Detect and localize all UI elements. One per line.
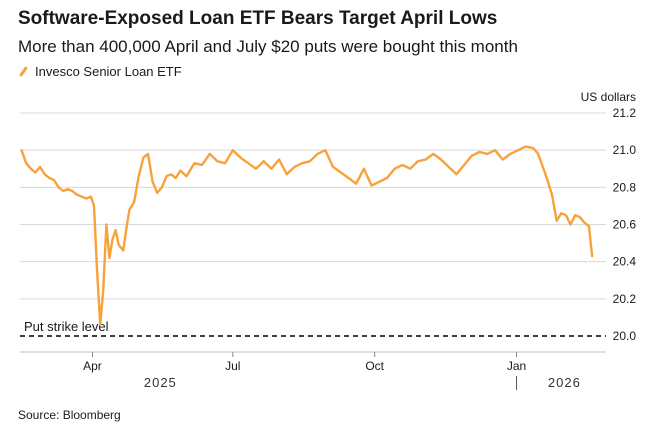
y-tick-label: 20.0	[613, 329, 637, 343]
chart-subtitle: More than 400,000 April and July $20 put…	[18, 37, 518, 56]
annotations: Put strike level	[20, 319, 606, 337]
y-tick-label: 20.6	[613, 217, 637, 231]
series-line-invesco-senior-loan-etf	[20, 145, 594, 326]
source-note: Source: Bloomberg	[18, 408, 121, 422]
gridlines	[20, 112, 606, 300]
y-tick-label: 21.2	[613, 106, 637, 120]
legend: Invesco Senior Loan ETF	[18, 64, 182, 79]
x-tick-label: Oct	[365, 359, 384, 373]
y-tick-label: 21.0	[613, 143, 637, 157]
x-tick-label: Jan	[507, 359, 526, 373]
x-year-label: 2026	[548, 375, 581, 390]
x-tick-label: Apr	[83, 359, 102, 373]
x-year-label: 2025	[144, 375, 177, 390]
y-axis: 20.0 20.2 20.4 20.6 20.8 21.0 21.2 US dollars	[581, 90, 637, 343]
legend-label: Invesco Senior Loan ETF	[35, 64, 182, 79]
x-tick-label: Jul	[225, 359, 240, 373]
y-tick-label: 20.2	[613, 292, 637, 306]
put-strike-label: Put strike level	[24, 319, 109, 334]
x-axis: Apr Jul Oct Jan 2025 2026	[20, 351, 606, 390]
chart-title: Software-Exposed Loan ETF Bears Target A…	[18, 8, 498, 29]
y-tick-label: 20.4	[613, 255, 637, 269]
series-layer	[20, 145, 594, 326]
y-tick-label: 20.8	[613, 180, 637, 194]
y-axis-unit-label: US dollars	[581, 90, 636, 104]
